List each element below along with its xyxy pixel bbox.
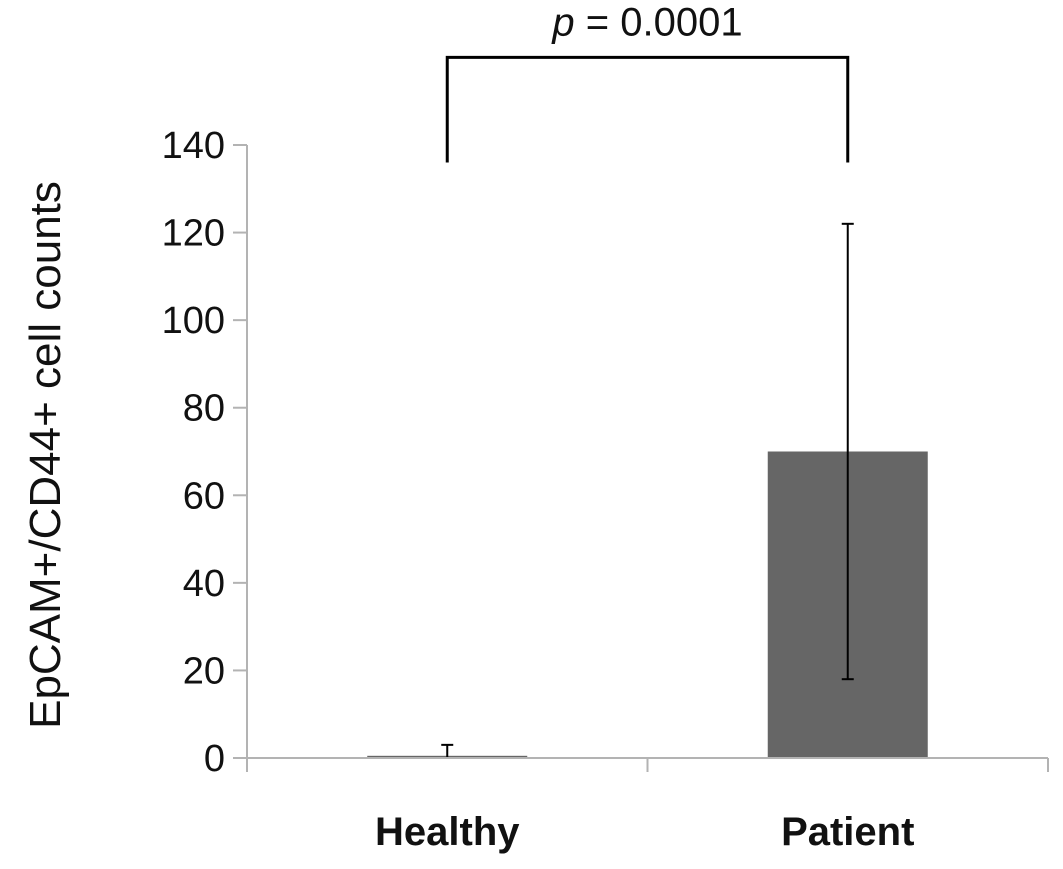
y-ticks: 0 20 40 60 80 100 120 140 bbox=[162, 125, 247, 780]
x-axis bbox=[246, 757, 1049, 772]
significance-bracket-line bbox=[445, 55, 850, 163]
category-labels: Healthy Patient bbox=[375, 810, 914, 854]
y-tick-label: 120 bbox=[162, 213, 225, 255]
p-symbol: p bbox=[551, 0, 574, 44]
significance-bracket: p = 0.0001 bbox=[445, 0, 850, 163]
y-tick-label: 40 bbox=[183, 563, 225, 605]
y-tick-label: 140 bbox=[162, 125, 225, 167]
y-axis-title: EpCAM+/CD44+ cell counts bbox=[21, 181, 70, 729]
p-value: = 0.0001 bbox=[575, 0, 743, 44]
y-tick-label: 60 bbox=[183, 475, 225, 517]
category-label: Patient bbox=[781, 810, 914, 854]
y-tick-label: 0 bbox=[204, 738, 225, 780]
y-tick-label: 100 bbox=[162, 300, 225, 342]
error-bars bbox=[441, 222, 854, 759]
p-value-label: p = 0.0001 bbox=[551, 0, 742, 44]
category-label: Healthy bbox=[375, 810, 520, 854]
y-tick-label: 80 bbox=[183, 388, 225, 430]
y-tick-label: 20 bbox=[183, 650, 225, 692]
bars bbox=[367, 451, 928, 758]
